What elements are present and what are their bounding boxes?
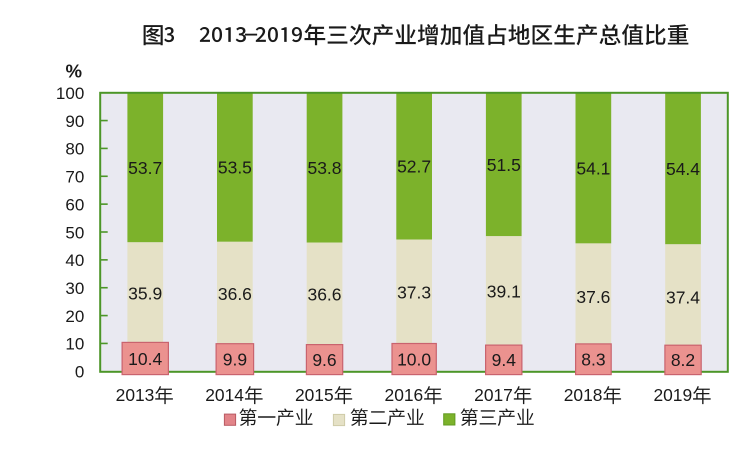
svg-text:9.9: 9.9 — [223, 349, 247, 369]
svg-text:53.7: 53.7 — [128, 158, 162, 178]
svg-text:51.5: 51.5 — [487, 155, 521, 175]
svg-text:53.5: 53.5 — [218, 158, 252, 178]
svg-text:50: 50 — [65, 223, 84, 242]
svg-text:8.2: 8.2 — [671, 350, 695, 370]
svg-text:100: 100 — [56, 84, 84, 103]
svg-text:54.1: 54.1 — [576, 159, 610, 179]
svg-text:9.4: 9.4 — [492, 350, 517, 370]
svg-text:60: 60 — [65, 195, 84, 214]
svg-text:39.1: 39.1 — [487, 282, 521, 302]
svg-text:10: 10 — [65, 335, 84, 354]
svg-text:0: 0 — [75, 363, 84, 382]
svg-text:2013: 2013 — [116, 385, 155, 405]
svg-text:37.3: 37.3 — [397, 283, 431, 303]
svg-text:40: 40 — [65, 251, 84, 270]
svg-text:37.4: 37.4 — [666, 288, 700, 308]
svg-text:10.0: 10.0 — [397, 349, 431, 369]
svg-text:54.4: 54.4 — [666, 159, 700, 179]
svg-text:36.6: 36.6 — [307, 285, 341, 305]
svg-text:80: 80 — [65, 140, 84, 159]
svg-text:35.9: 35.9 — [128, 283, 162, 303]
svg-text:37.6: 37.6 — [576, 287, 610, 307]
svg-text:2016: 2016 — [385, 385, 424, 405]
svg-text:8.3: 8.3 — [581, 350, 605, 370]
svg-text:9.6: 9.6 — [312, 350, 336, 370]
svg-text:2017: 2017 — [474, 385, 513, 405]
svg-text:36.6: 36.6 — [218, 284, 252, 304]
svg-text:52.7: 52.7 — [397, 157, 431, 177]
svg-text:53.8: 53.8 — [307, 158, 341, 178]
svg-text:90: 90 — [65, 112, 84, 131]
svg-text:20: 20 — [65, 307, 84, 326]
svg-text:2018: 2018 — [564, 385, 603, 405]
svg-text:2014: 2014 — [205, 385, 244, 405]
svg-text:%: % — [66, 60, 83, 81]
svg-text:70: 70 — [65, 168, 84, 187]
svg-text:10.4: 10.4 — [128, 349, 162, 369]
svg-text:30: 30 — [65, 279, 84, 298]
svg-text:2015: 2015 — [295, 385, 334, 405]
svg-text:2019: 2019 — [653, 385, 692, 405]
